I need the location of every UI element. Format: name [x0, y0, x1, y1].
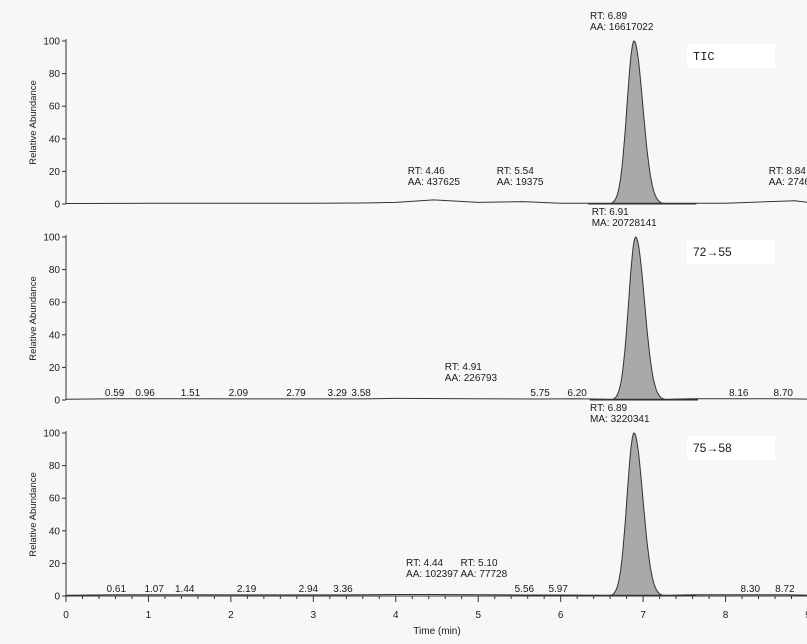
peak-label: 0.61 [107, 584, 127, 595]
peak-label: 8.70 [774, 388, 794, 399]
y-tick-label: 40 [49, 330, 61, 341]
trace-line [65, 594, 807, 596]
y-tick-label: 20 [49, 167, 61, 178]
peak-label: 2.09 [229, 388, 249, 399]
peak-annotation: AA: 102397 [406, 569, 459, 580]
y-tick-label: 0 [54, 396, 60, 407]
peak-label: 8.72 [775, 584, 795, 595]
y-tick-label: 0 [54, 200, 60, 211]
peak-label: 3.58 [351, 388, 371, 399]
peak-annotation: MA: 3220341 [590, 414, 650, 425]
trace-label: 72→55 [693, 245, 732, 259]
peak-label: 3.29 [328, 388, 348, 399]
x-tick-label: 2 [228, 610, 234, 621]
peak-annotation: AA: 226793 [445, 373, 498, 384]
peak-label: 1.51 [181, 388, 201, 399]
panel-2: 0 20 40 60 80 100 Relative Abundance 72→55 RT: 6… [28, 207, 807, 407]
peak-annotation: AA: 437625 [408, 177, 461, 188]
peak-label: 0.59 [105, 388, 125, 399]
peak-annotation: RT: 5.54 [497, 166, 534, 177]
trace-label-box [687, 44, 775, 68]
x-tick-label: 9 [805, 610, 807, 621]
peak-label: 8.30 [741, 584, 761, 595]
panel-1: 0 20 40 60 80 100 Relative Abundance TIC RT: 6.8… [28, 11, 807, 211]
y-tick-label: 40 [49, 526, 61, 537]
peak-annotation: RT: 6.89 [590, 403, 627, 414]
x-tick-label: 5 [475, 610, 481, 621]
peak-annotation: MA: 20728141 [592, 218, 657, 229]
y-tick-label: 100 [43, 37, 60, 48]
y-axis-title: Relative Abundance [28, 472, 39, 557]
peak-label: 2.94 [299, 584, 319, 595]
y-tick-label: 60 [49, 494, 61, 505]
y-tick-label: 60 [49, 298, 61, 309]
x-tick-label: 3 [311, 610, 317, 621]
y-tick-label: 20 [49, 559, 61, 570]
peak-annotation: RT: 6.89 [590, 11, 627, 22]
x-tick-label: 6 [558, 610, 564, 621]
peak-annotation: RT: 6.91 [592, 207, 629, 218]
peak-annotation: RT: 5.10 [460, 558, 497, 569]
y-tick-label: 80 [49, 461, 61, 472]
y-tick-label: 0 [54, 592, 60, 603]
main-peak [588, 40, 697, 205]
y-tick-label: 80 [49, 265, 61, 276]
y-tick-label: 80 [49, 69, 61, 80]
trace-label: 75→58 [693, 441, 732, 455]
trace-line [65, 199, 807, 204]
peak-label: 1.07 [144, 584, 164, 595]
x-tick-label: 4 [393, 610, 399, 621]
peak-annotation: RT: 4.91 [445, 362, 482, 373]
peak-label: 5.75 [530, 388, 550, 399]
trace-line [65, 397, 807, 400]
peak-annotation: AA: 16617022 [590, 22, 654, 33]
x-axis: 0 1 2 3 4 5 6 7 8 9 [63, 595, 807, 621]
peak-label: 8.16 [729, 388, 749, 399]
y-tick-label: 20 [49, 363, 61, 374]
y-tick-label: 100 [43, 233, 60, 244]
trace-label-box [687, 240, 775, 264]
peak-label: 1.44 [175, 584, 195, 595]
peak-label: 5.56 [515, 584, 535, 595]
main-peak [589, 236, 699, 401]
trace-label-box [687, 436, 775, 460]
y-tick-label: 100 [43, 429, 60, 440]
peak-label: 5.97 [548, 584, 568, 595]
x-tick-label: 8 [723, 610, 729, 621]
y-tick-label: 60 [49, 102, 61, 113]
x-tick-label: 0 [63, 610, 69, 621]
peak-annotation: AA: 274697 [769, 177, 807, 188]
x-tick-label: 7 [640, 610, 646, 621]
y-tick-label: 40 [49, 134, 61, 145]
trace-label: TIC [693, 50, 715, 64]
peak-annotation: RT: 8.84 [769, 166, 806, 177]
peak-annotation: AA: 77728 [460, 569, 507, 580]
y-axis-title: Relative Abundance [28, 276, 39, 361]
x-tick-label: 1 [146, 610, 152, 621]
peak-annotation: AA: 19375 [497, 177, 544, 188]
peak-label: 2.79 [286, 388, 306, 399]
main-peak [588, 432, 697, 597]
peak-label: 6.20 [567, 388, 587, 399]
peak-label: 2.19 [237, 584, 257, 595]
peak-label: 0.96 [135, 388, 155, 399]
peak-label: 3.36 [333, 584, 353, 595]
y-axis-title: Relative Abundance [28, 80, 39, 165]
peak-annotation: RT: 4.44 [406, 558, 443, 569]
x-axis-title: Time (min) [413, 626, 460, 637]
panel-3: 0 20 40 60 80 100 Relative Abundance 75→58 RT: 6… [28, 403, 807, 603]
panels-layer: 0 20 40 60 80 100 Relative Abundance TIC RT: 6.8… [28, 11, 807, 603]
peak-annotation: RT: 4.46 [408, 166, 445, 177]
